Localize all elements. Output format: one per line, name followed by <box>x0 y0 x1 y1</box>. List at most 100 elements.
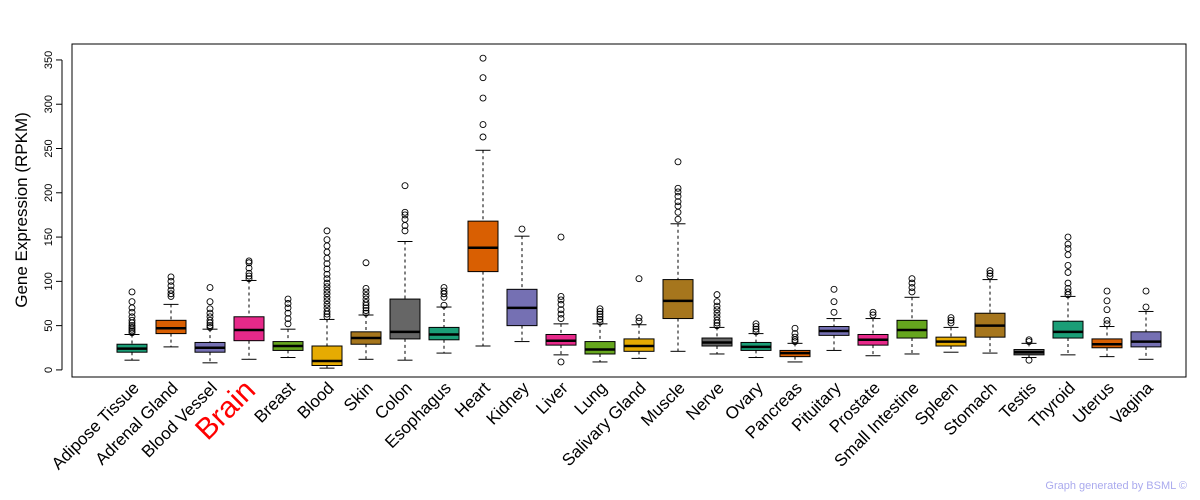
outlier-point <box>284 309 292 317</box>
outlier-point <box>986 267 994 275</box>
box-uterus <box>1091 287 1123 358</box>
outlier-point <box>674 198 682 206</box>
box-liver <box>545 233 577 366</box>
outlier-point <box>245 264 253 272</box>
y-tick-label: 100 <box>43 272 55 290</box>
outlier-point <box>362 304 370 312</box>
outlier-point <box>947 319 955 327</box>
outlier-point <box>830 308 838 316</box>
box-breast <box>272 295 304 359</box>
box-prostate <box>857 308 889 357</box>
outlier-point <box>167 273 175 281</box>
outlier-point <box>1103 306 1111 314</box>
outlier-point <box>362 307 370 315</box>
outlier-point <box>323 286 331 294</box>
outlier-point <box>128 288 136 296</box>
outlier-point <box>206 316 214 324</box>
outlier-point <box>713 313 721 321</box>
outlier-point <box>557 306 565 314</box>
outlier-point <box>323 297 331 305</box>
outlier-point <box>401 208 409 216</box>
outlier-point <box>674 208 682 216</box>
y-tick-label: 50 <box>43 320 55 332</box>
outlier-point <box>713 322 721 330</box>
outlier-point <box>128 308 136 316</box>
outlier-point <box>518 225 526 233</box>
outlier-point <box>323 248 331 256</box>
box-brain <box>233 257 265 360</box>
box-colon <box>389 182 421 361</box>
y-tick-label: 250 <box>43 139 55 157</box>
outlier-point <box>908 284 916 292</box>
box-heart <box>467 54 499 347</box>
box-thyroid <box>1052 233 1084 356</box>
outlier-point <box>479 133 487 141</box>
outlier-point <box>908 275 916 283</box>
outlier-point <box>752 323 760 330</box>
outlier-point <box>323 293 331 301</box>
outlier-point <box>752 325 760 333</box>
outlier-point <box>791 333 799 341</box>
outlier-point <box>206 284 214 292</box>
iqr-box <box>467 220 499 273</box>
outlier-point <box>362 292 370 299</box>
outlier-point <box>245 272 253 280</box>
outlier-point <box>557 292 565 300</box>
outlier-point <box>323 236 331 244</box>
outlier-point <box>1025 336 1033 344</box>
outlier-point <box>323 304 331 312</box>
outlier-point <box>206 305 214 313</box>
outlier-point <box>167 282 175 290</box>
outlier-point <box>128 316 136 324</box>
y-axis: 0 50 100 150 200 250 300 350 <box>43 51 63 373</box>
outlier-point <box>323 300 331 308</box>
iqr-box <box>662 279 694 320</box>
outlier-point <box>323 265 331 273</box>
x-tick-label: Vagina <box>1107 378 1157 428</box>
outlier-point <box>1064 245 1072 253</box>
outlier-point <box>596 308 604 315</box>
outlier-point <box>362 259 370 267</box>
x-tick-label: Liver <box>532 378 572 418</box>
outlier-point <box>284 295 292 303</box>
outlier-point <box>791 338 799 346</box>
outlier-point <box>206 323 214 331</box>
outlier-point <box>830 298 838 306</box>
outlier-point <box>557 315 565 322</box>
outlier-point <box>245 259 253 267</box>
outlier-point <box>323 227 331 235</box>
outlier-point <box>596 305 604 313</box>
outlier-point <box>323 260 331 268</box>
outlier-point <box>323 242 331 250</box>
outlier-point <box>557 310 565 318</box>
outlier-point <box>791 324 799 332</box>
outlier-point <box>128 327 136 335</box>
outlier-point <box>167 277 175 285</box>
outlier-point <box>1103 320 1111 328</box>
outlier-point <box>245 275 253 283</box>
outlier-point <box>284 304 292 312</box>
outlier-point <box>401 182 409 190</box>
outlier-point <box>362 299 370 307</box>
iqr-box <box>1130 331 1162 348</box>
outlier-point <box>323 308 331 315</box>
outlier-point <box>947 314 955 322</box>
outlier-point <box>713 298 721 306</box>
x-tick-label: Breast <box>251 378 299 426</box>
outlier-point <box>128 329 136 337</box>
outlier-point <box>479 121 487 129</box>
outlier-point <box>362 295 370 303</box>
outlier-point <box>1142 287 1150 295</box>
outlier-point <box>713 309 721 317</box>
outlier-point <box>128 313 136 321</box>
box-adipose-tissue <box>116 288 148 361</box>
box-stomach <box>974 267 1006 354</box>
outlier-point <box>479 94 487 102</box>
outlier-point <box>323 275 331 283</box>
outlier-point <box>674 215 682 223</box>
y-tick-label: 0 <box>43 367 55 373</box>
outlier-point <box>752 328 760 336</box>
outlier-point <box>1064 261 1072 269</box>
box-ovary <box>740 320 772 359</box>
